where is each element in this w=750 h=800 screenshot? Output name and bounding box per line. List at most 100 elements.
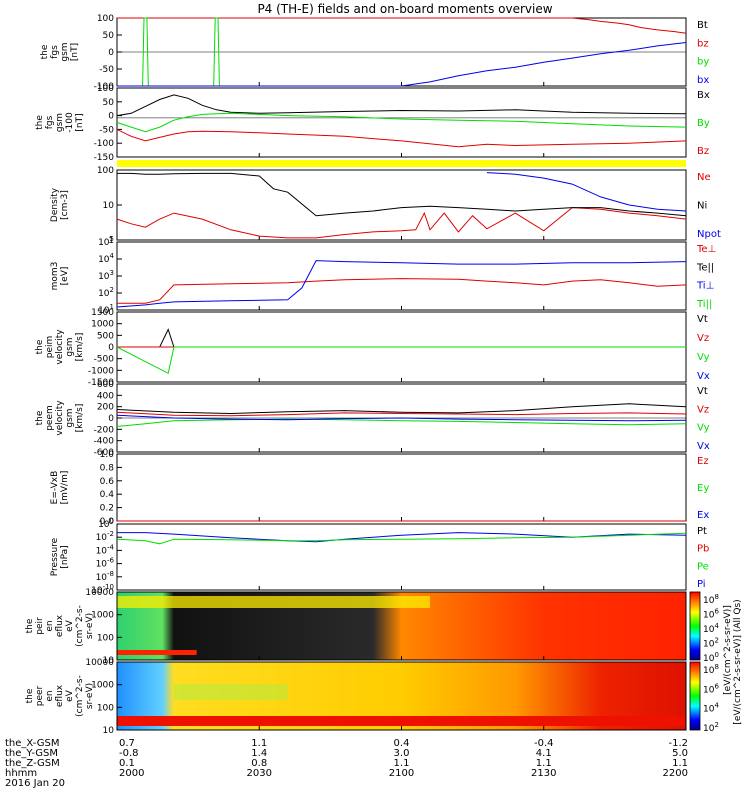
legend-entry: bz xyxy=(697,38,709,49)
legend-entry: Vz xyxy=(697,404,709,415)
y-tick-label: 10000 xyxy=(85,588,114,598)
y-axis-label: fgs xyxy=(45,115,55,129)
y-tick-label: 103 xyxy=(98,269,114,282)
y-tick-label: 50 xyxy=(103,31,115,41)
colorbar-tick-label: 108 xyxy=(703,663,719,676)
colorbar-tick-label: 102 xyxy=(703,721,719,734)
panel-peir: 10000 1000 100 10 the peir en eflux eV (cm^2-s-sr… xyxy=(25,588,687,666)
y-axis-label: E=-VxB xyxy=(50,471,60,505)
series-line-By xyxy=(116,112,687,133)
y-axis-label: [nT] xyxy=(75,113,85,131)
legend-entry: Ni xyxy=(697,201,707,212)
footer-value: 0.4 xyxy=(394,738,410,749)
y-tick-label: 0.2 xyxy=(100,504,114,514)
legend-entry: Ey xyxy=(697,483,709,494)
footer-row-label: hhmm xyxy=(5,768,37,779)
y-axis-label: velocity xyxy=(55,400,65,436)
y-axis-label: peim xyxy=(45,336,55,359)
y-tick-label: 1500 xyxy=(91,308,114,318)
y-tick-label: 100 xyxy=(97,703,114,713)
y-tick-label: 10-6 xyxy=(96,557,115,570)
legend-entry: Ti|| xyxy=(696,299,712,310)
colorbar-tick-label: 106 xyxy=(703,608,719,621)
footer-value: 2000 xyxy=(119,768,144,779)
y-axis-label: eV xyxy=(65,619,75,632)
footer-row-label: the_Z-GSM xyxy=(5,758,60,769)
y-axis-label: gsm xyxy=(55,113,65,132)
panel-peer: 10000 1000 100 10 the peer en eflux eV (cm^2-s-sr… xyxy=(25,658,687,736)
y-tick-label: 0 xyxy=(108,112,114,122)
panel-fgs_gsm: 100 50 0 -50 -100 the fgs gsm [nT] Bt bz by bx xyxy=(40,14,709,92)
y-tick-label: -400 xyxy=(94,437,115,447)
y-axis-label: peem xyxy=(45,405,55,431)
legend-entry: By xyxy=(697,118,710,129)
y-tick-label: 100 xyxy=(97,84,114,94)
y-tick-label: 10 xyxy=(103,201,115,211)
y-axis-label: gsm xyxy=(60,42,70,61)
y-tick-label: 104 xyxy=(98,252,114,265)
panel-frame xyxy=(116,87,687,158)
series-line-Pi xyxy=(117,532,687,543)
legend-entry: Bt xyxy=(697,20,708,31)
series-line-Vz xyxy=(116,411,687,417)
series-line-bx xyxy=(117,42,687,87)
legend-entry: Vx xyxy=(697,441,710,452)
legend-entry: Vt xyxy=(697,314,708,325)
colorbar-tick-label: 102 xyxy=(703,637,719,650)
series-line-Ne xyxy=(116,207,687,239)
y-axis-label: [mV/m] xyxy=(60,471,70,505)
series-line-Ni xyxy=(117,172,687,217)
series-line-Bz xyxy=(116,128,687,148)
footer-value: 0.1 xyxy=(119,758,135,769)
footer-value: 1.1 xyxy=(672,758,688,769)
y-tick-label: 0.8 xyxy=(100,463,115,473)
yellow-flag-bar xyxy=(117,160,686,167)
legend-entry: Ex xyxy=(697,510,709,521)
y-axis-label: fgs xyxy=(50,45,60,59)
legend-entry: Vt xyxy=(697,386,708,397)
y-tick-label: 0.6 xyxy=(100,477,115,487)
footer-value: 0.7 xyxy=(119,738,135,749)
legend-entry: Ez xyxy=(697,456,709,467)
y-axis-label: [nT] xyxy=(70,43,80,61)
y-axis-label: [km/s] xyxy=(75,404,85,433)
y-tick-label: -500 xyxy=(94,355,115,365)
spectrogram-band xyxy=(117,650,197,655)
footer-value: 2030 xyxy=(247,768,272,779)
y-tick-label: 10000 xyxy=(85,658,114,668)
legend-entry: Ti⊥ xyxy=(696,281,714,292)
series-line-Vy xyxy=(116,346,686,375)
colorbar xyxy=(689,591,701,661)
series-line-Vt xyxy=(117,328,203,348)
series-line-Npot xyxy=(486,172,687,212)
y-axis-label: the xyxy=(25,688,35,703)
series-line-Bx xyxy=(116,94,687,117)
legend-entry: Vy xyxy=(697,352,710,363)
y-tick-label: 10 xyxy=(103,656,115,666)
footer-value: 5.0 xyxy=(672,748,688,759)
y-tick-label: -200 xyxy=(94,425,115,435)
legend-entry: Bz xyxy=(697,146,709,157)
footer-value: 4.1 xyxy=(536,748,552,759)
legend-entry: Pt xyxy=(697,526,707,537)
footer-value: -0.4 xyxy=(534,738,554,749)
y-axis-label: [nPa] xyxy=(60,545,70,568)
y-tick-label: 0 xyxy=(108,343,114,353)
colorbar-tick-label: 108 xyxy=(703,593,719,606)
y-tick-label: 1 xyxy=(108,236,114,246)
y-tick-label: 600 xyxy=(97,380,114,390)
footer-row-label: the_Y-GSM xyxy=(5,748,58,759)
series-line-bz xyxy=(117,17,687,34)
y-tick-label: 0 xyxy=(108,414,114,424)
footer-value: 2130 xyxy=(531,768,556,779)
y-tick-label: 100 xyxy=(97,166,114,176)
footer-row-label: the_X-GSM xyxy=(5,738,59,749)
y-tick-label: -100 xyxy=(94,82,115,92)
panel-frame xyxy=(116,453,687,522)
footer-value: 3.0 xyxy=(394,748,410,759)
y-tick-label: -1000 xyxy=(88,366,114,376)
y-axis-label: en xyxy=(45,620,55,631)
y-tick-label: 10-8 xyxy=(96,570,114,583)
